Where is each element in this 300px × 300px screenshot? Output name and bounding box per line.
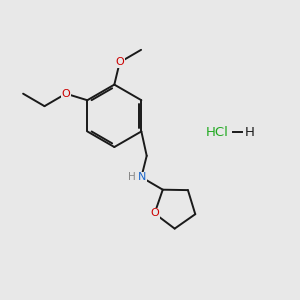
Text: O: O <box>61 89 70 99</box>
Text: O: O <box>150 208 159 218</box>
Text: O: O <box>115 57 124 67</box>
Text: HCl: HCl <box>206 126 228 139</box>
Text: H: H <box>128 172 136 182</box>
Text: H: H <box>244 126 254 139</box>
Text: N: N <box>138 172 146 182</box>
